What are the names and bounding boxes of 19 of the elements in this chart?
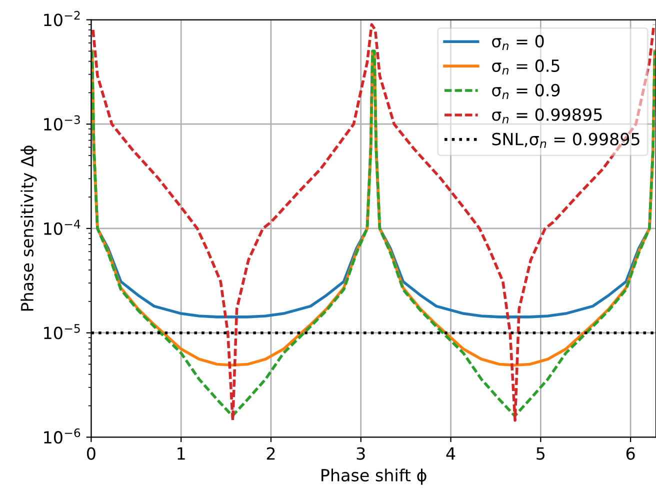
x-tick-label: 2 — [266, 447, 275, 460]
legend-label: σ$_{n}$ = 0.5 — [492, 59, 560, 74]
x-tick-label: 3 — [356, 447, 365, 460]
y-axis-title: Phase sensitivity Δϕ — [20, 146, 37, 311]
legend-label: σ$_{n}$ = 0.9 — [492, 84, 560, 99]
y-tick-label: 10$^{−3}$ — [44, 115, 80, 131]
x-tick-label: 1 — [178, 447, 185, 460]
x-tick-label: 4 — [446, 447, 456, 460]
y-tick-label: 10$^{−5}$ — [44, 324, 80, 340]
y-tick-label: 10$^{−4}$ — [44, 220, 80, 235]
x-axis-title: Phase shift ϕ — [322, 468, 426, 485]
legend-label: σ$_{n}$ = 0.99895 — [492, 108, 602, 124]
legend-label: σ$_{n}$ = 0 — [492, 34, 544, 50]
x-tick-label: 5 — [536, 447, 545, 460]
y-tick-label: 10$^{−6}$ — [44, 428, 80, 444]
x-tick-label: 6 — [626, 447, 635, 460]
legend-label: SNL,σ$_{n}$ = 0.99895 — [492, 132, 640, 148]
y-tick-label: 10$^{−2}$ — [44, 10, 80, 26]
x-tick-label: 0 — [86, 447, 96, 460]
